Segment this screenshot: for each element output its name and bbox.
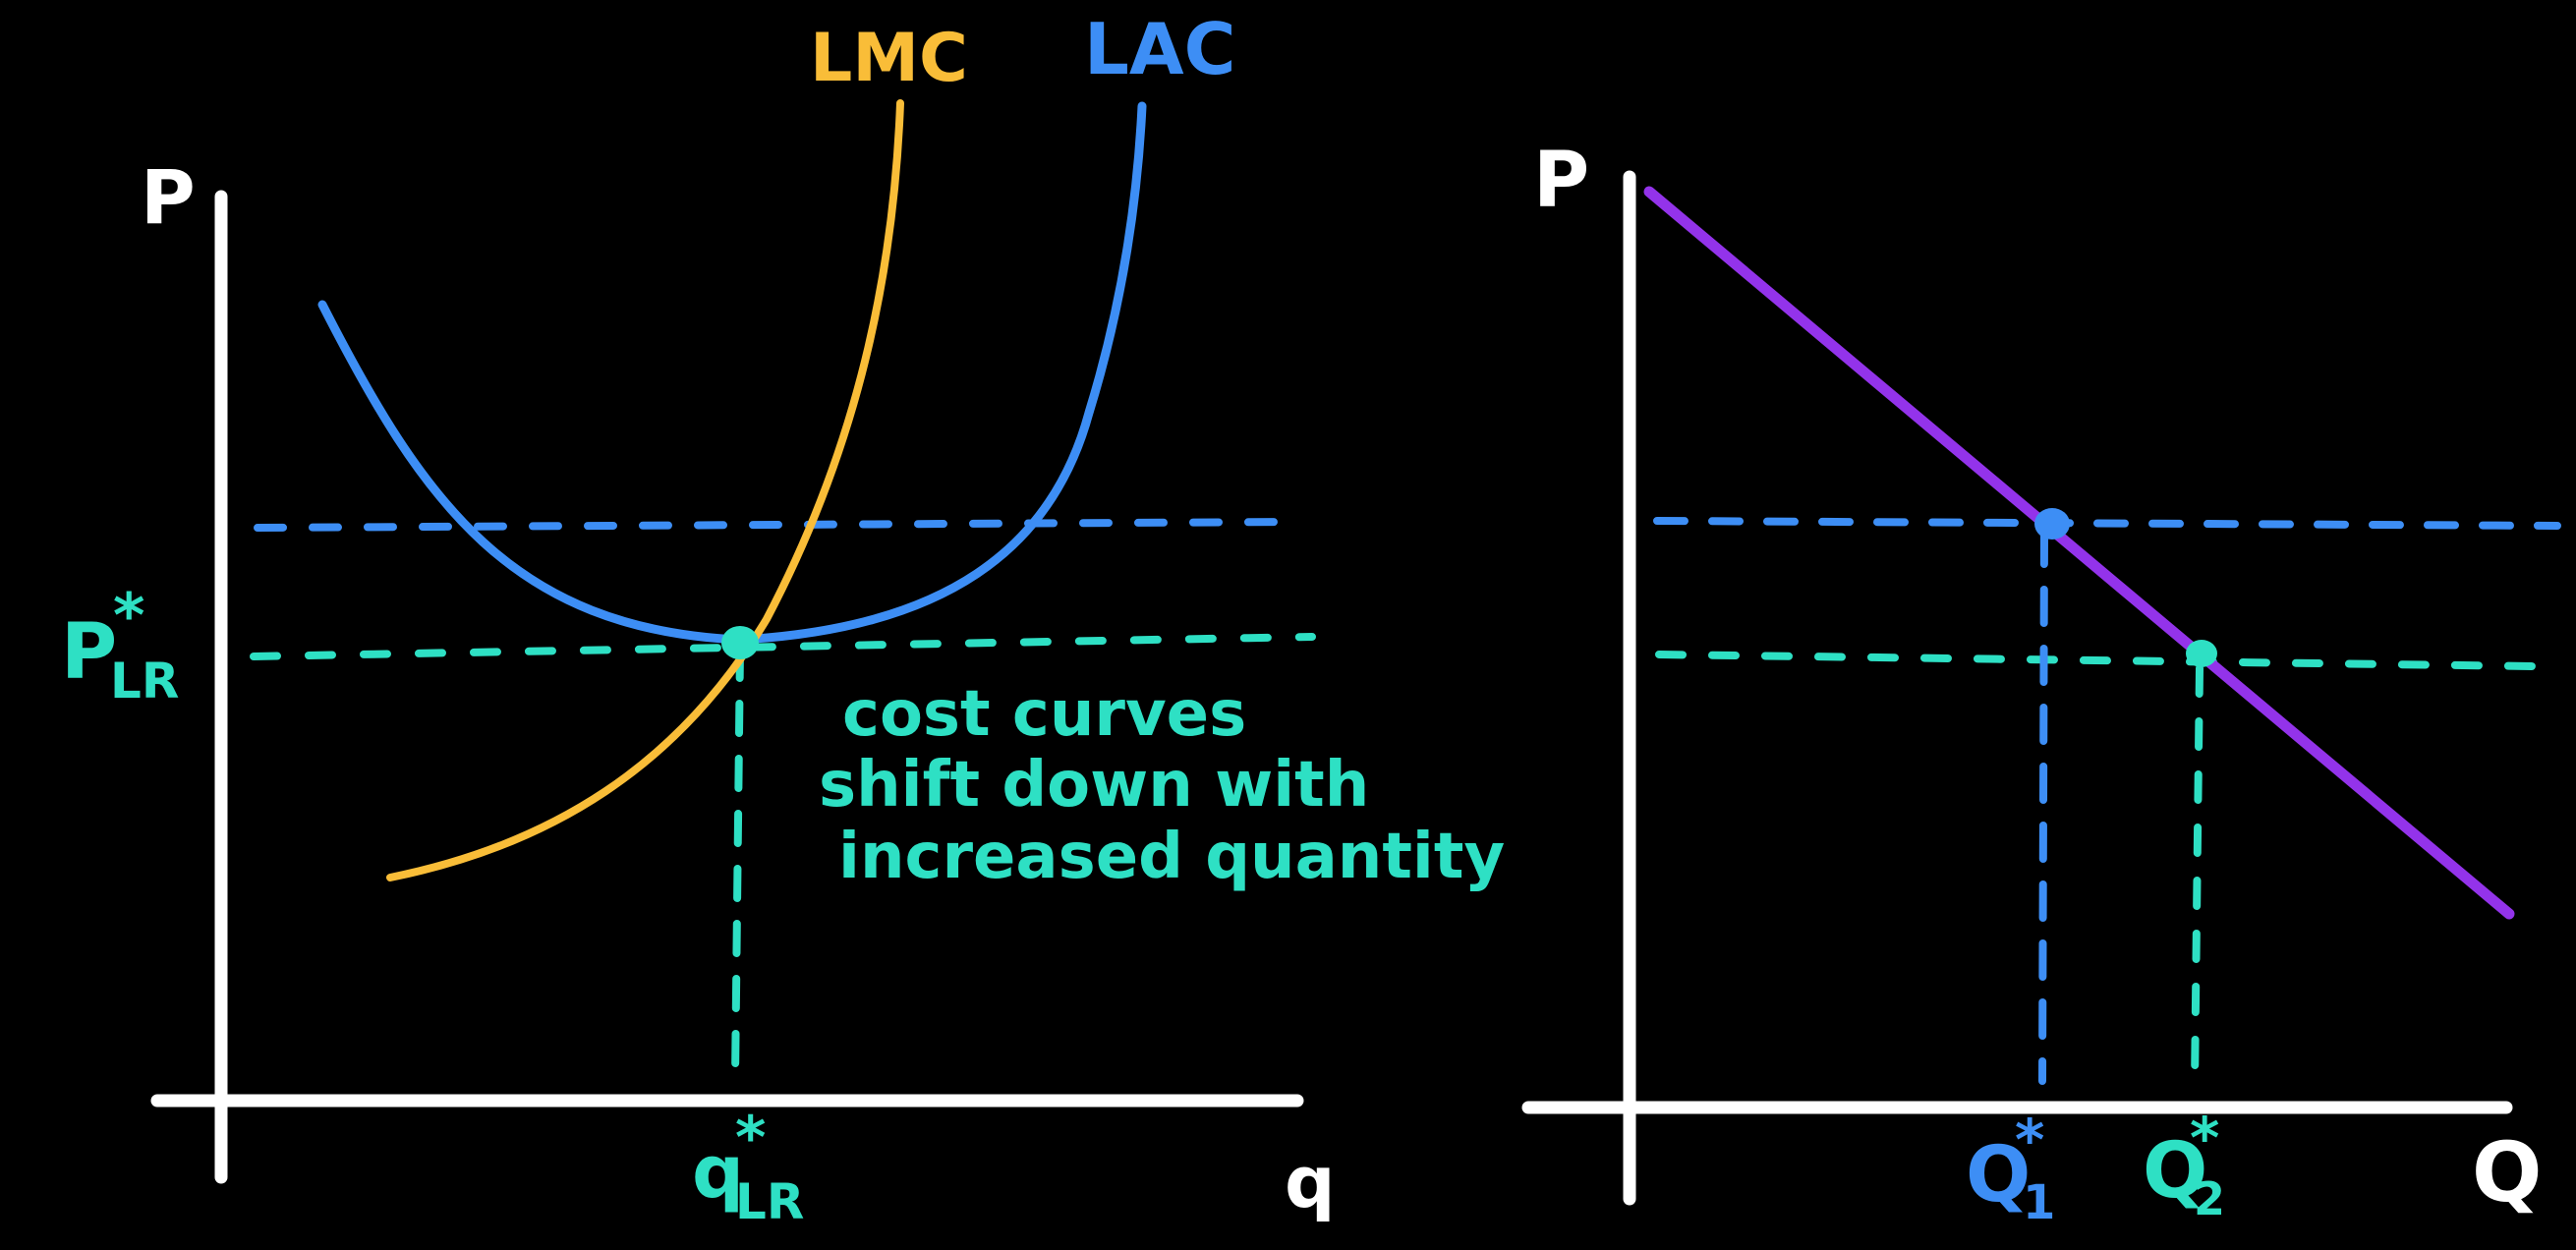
lmc-label: LMC bbox=[810, 20, 968, 97]
lac-label: LAC bbox=[1084, 8, 1235, 90]
q2-label: Q * 2 bbox=[2143, 1105, 2225, 1225]
price-lr-superscript: * bbox=[113, 580, 144, 652]
annotation-line-3: increased quantity bbox=[838, 821, 1505, 893]
lmc-curve bbox=[386, 99, 904, 881]
annotation: cost curves shift down with increased qu… bbox=[819, 678, 1505, 893]
right-teal-dashed-price-line bbox=[1655, 651, 2538, 670]
q1-superscript: * bbox=[2015, 1107, 2044, 1173]
right-teal-dashed-q2-line bbox=[2191, 664, 2204, 1090]
q1-main: Q bbox=[1966, 1131, 2031, 1220]
lac-curve bbox=[317, 101, 1147, 645]
quantity-lr-superscript: * bbox=[735, 1104, 766, 1172]
left-x-axis-label: q bbox=[1285, 1141, 1336, 1223]
q1-label: Q * 1 bbox=[1966, 1107, 2055, 1230]
left-teal-dashed-price-line bbox=[250, 633, 1316, 660]
left-panel: P q LMC LAC P * LR q * LR cost curves sh… bbox=[61, 8, 1505, 1230]
q1-subscript: 1 bbox=[2023, 1175, 2055, 1230]
quantity-lr-label: q * LR bbox=[692, 1104, 804, 1230]
right-blue-dashed-q1-line bbox=[2038, 527, 2048, 1085]
quantity-lr-subscript: LR bbox=[735, 1173, 804, 1230]
right-y-axis-label: P bbox=[1533, 137, 1589, 225]
price-lr-subscript: LR bbox=[110, 653, 179, 710]
q2-subscript: 2 bbox=[2194, 1172, 2225, 1225]
q2-main: Q bbox=[2143, 1127, 2207, 1216]
q2-superscript: * bbox=[2190, 1105, 2219, 1171]
left-blue-dashed-price-line bbox=[254, 518, 1301, 532]
right-point-q1 bbox=[2034, 508, 2070, 540]
price-lr-main: P bbox=[61, 608, 117, 697]
demand-curve bbox=[1643, 186, 2515, 920]
right-panel: P Q Q * 1 Q * 2 bbox=[1521, 137, 2561, 1230]
price-lr-label: P * LR bbox=[61, 580, 179, 710]
right-point-q2 bbox=[2186, 640, 2217, 667]
left-y-axis-label: P bbox=[141, 153, 196, 241]
annotation-line-2: shift down with bbox=[819, 749, 1369, 822]
left-teal-dashed-quantity-line bbox=[731, 645, 744, 1083]
quantity-lr-main: q bbox=[692, 1130, 744, 1215]
right-blue-dashed-price-line bbox=[1653, 517, 2561, 530]
annotation-line-1: cost curves bbox=[842, 678, 1246, 751]
left-equilibrium-point bbox=[721, 626, 759, 659]
right-x-axis-label: Q bbox=[2472, 1124, 2542, 1221]
